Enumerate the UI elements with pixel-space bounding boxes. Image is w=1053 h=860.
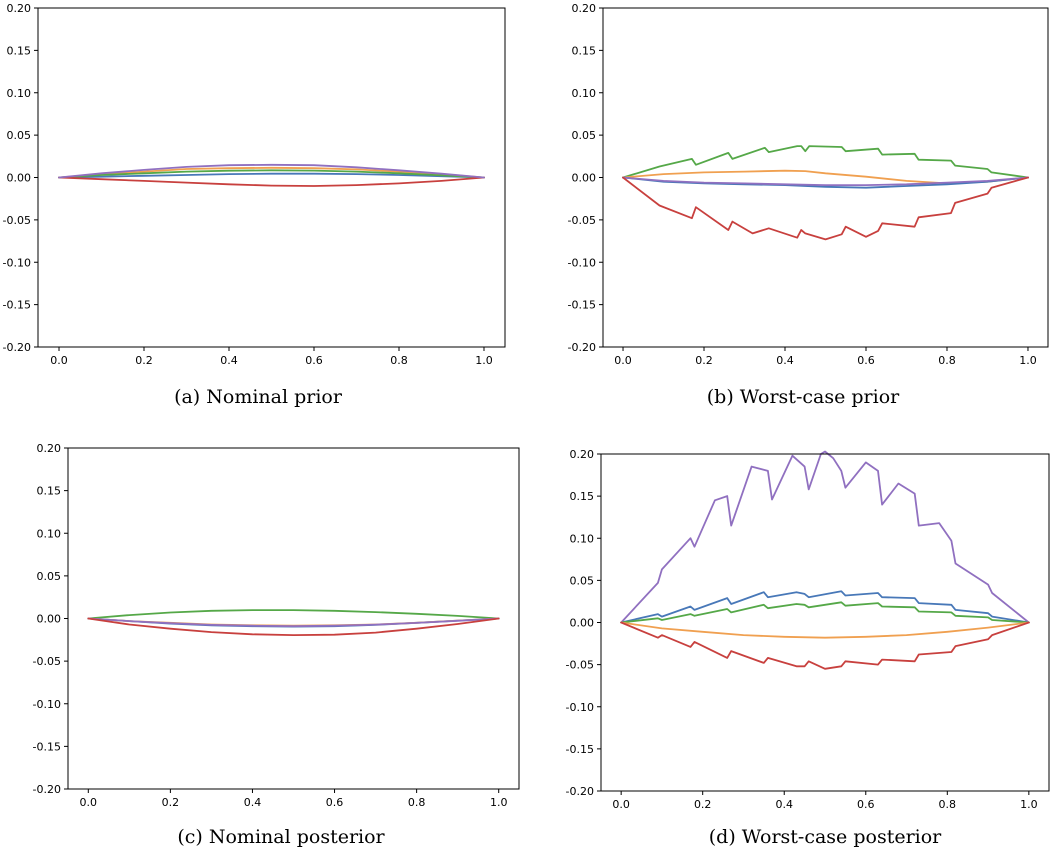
- y-tick-label: 0.00: [572, 172, 597, 185]
- series-line-red: [58, 176, 485, 187]
- y-tick-label: 0.15: [572, 44, 597, 57]
- chart-b: 0.0 0.2 0.4 0.6 0.8 1.0 0.20 0.15 0.10 0.05 0.00 -0…: [568, 2, 1049, 367]
- y-tick-label: 0.10: [570, 532, 595, 545]
- y-tick-label: 0.10: [572, 87, 597, 100]
- x-tick-label: 0.8: [939, 798, 957, 811]
- series-line-orange: [620, 621, 1030, 639]
- plot-frame: [600, 453, 1050, 792]
- caption-c: (c) Nominal posterior: [177, 826, 385, 848]
- x-tick-label: 0.2: [162, 796, 180, 809]
- series-line-green: [58, 169, 485, 179]
- y-tick-label: -0.15: [3, 299, 31, 312]
- chart-a: 0.0 0.2 0.4 0.6 0.8 1.0 0.20 0.15 0.10 0.05 0.00 -0…: [3, 2, 506, 367]
- x-tick-label: 0.2: [694, 798, 712, 811]
- y-tick-label: 0.05: [7, 129, 32, 142]
- y-tick-label: -0.10: [568, 256, 596, 269]
- chart-c: 0.0 0.2 0.4 0.6 0.8 1.0 0.20 0.15 0.10 0.05 0.00 -0…: [33, 442, 520, 809]
- y-tick-label: 0.05: [570, 574, 595, 587]
- y-tick-label: -0.20: [566, 785, 594, 798]
- y-tick-label: 0.00: [37, 613, 62, 626]
- x-tick-label: 1.0: [490, 796, 508, 809]
- y-tick-label: 0.20: [7, 2, 32, 15]
- y-tick-label: -0.15: [568, 299, 596, 312]
- x-tick-label: 0.6: [326, 796, 344, 809]
- y-tick-label: -0.10: [33, 698, 61, 711]
- y-tick-label: 0.00: [570, 617, 595, 630]
- plot-frame: [602, 7, 1049, 348]
- y-tick-label: -0.10: [566, 701, 594, 714]
- x-tick-label: 0.6: [857, 354, 875, 367]
- panel-d: 0.0 0.2 0.4 0.6 0.8 1.0 0.20 0.15 0.10 0.05 0.00 -0…: [520, 430, 1053, 860]
- y-tick-label: 0.20: [572, 2, 597, 15]
- x-tick-label: 0.8: [938, 354, 956, 367]
- y-tick-label: -0.15: [566, 743, 594, 756]
- y-tick-label: 0.20: [570, 448, 595, 461]
- plot-frame: [67, 447, 520, 790]
- series-line-green: [620, 601, 1030, 624]
- series-line-red: [620, 621, 1030, 670]
- panel-c: 0.0 0.2 0.4 0.6 0.8 1.0 0.20 0.15 0.10 0.05 0.00 -0…: [0, 430, 520, 860]
- series-line-green: [87, 609, 500, 620]
- series-line-red: [622, 176, 1029, 241]
- x-tick-label: 0.4: [775, 798, 793, 811]
- x-tick-label: 1.0: [1019, 354, 1037, 367]
- series-line-blue: [58, 172, 485, 179]
- caption-d: (d) Worst-case posterior: [708, 826, 942, 848]
- series-line-purple: [87, 617, 500, 628]
- y-tick-label: 0.05: [37, 570, 62, 583]
- y-tick-label: 0.10: [37, 527, 62, 540]
- series-line-red: [87, 617, 500, 636]
- series-line-blue: [620, 590, 1030, 624]
- x-tick-label: 0.8: [390, 354, 408, 367]
- series-line-orange: [58, 166, 485, 179]
- x-tick-label: 0.2: [695, 354, 713, 367]
- y-tick-label: -0.05: [3, 214, 31, 227]
- y-tick-label: 0.00: [7, 172, 32, 185]
- y-tick-label: -0.05: [566, 659, 594, 672]
- y-tick-label: 0.10: [7, 87, 32, 100]
- x-tick-label: 0.0: [614, 354, 632, 367]
- y-tick-label: -0.20: [33, 783, 61, 796]
- caption-b: (b) Worst-case prior: [706, 386, 900, 408]
- y-tick-label: -0.05: [33, 655, 61, 668]
- x-tick-label: 0.6: [305, 354, 323, 367]
- chart-d: 0.0 0.2 0.4 0.6 0.8 1.0 0.20 0.15 0.10 0.05 0.00 -0…: [566, 448, 1050, 811]
- x-tick-label: 0.0: [612, 798, 630, 811]
- y-tick-label: -0.20: [568, 341, 596, 354]
- y-tick-label: -0.20: [3, 341, 31, 354]
- x-tick-label: 0.4: [220, 354, 238, 367]
- x-tick-label: 0.0: [50, 354, 68, 367]
- x-tick-label: 1.0: [1020, 798, 1038, 811]
- plot-frame: [37, 7, 506, 348]
- x-tick-label: 0.8: [408, 796, 426, 809]
- y-tick-label: 0.15: [7, 44, 32, 57]
- series-line-purple: [58, 163, 485, 179]
- y-tick-label: 0.15: [570, 490, 595, 503]
- panel-b: 0.0 0.2 0.4 0.6 0.8 1.0 0.20 0.15 0.10 0.05 0.00 -0…: [520, 0, 1053, 420]
- y-tick-label: 0.15: [37, 485, 62, 498]
- x-tick-label: 1.0: [475, 354, 493, 367]
- y-tick-label: -0.05: [568, 214, 596, 227]
- y-tick-label: -0.10: [3, 256, 31, 269]
- panel-a: 0.0 0.2 0.4 0.6 0.8 1.0 0.20 0.15 0.10 0.05 0.00 -0…: [0, 0, 520, 420]
- x-tick-label: 0.4: [244, 796, 262, 809]
- series-line-purple: [622, 176, 1029, 186]
- x-tick-label: 0.2: [135, 354, 153, 367]
- x-tick-label: 0.0: [80, 796, 98, 809]
- y-tick-label: -0.15: [33, 740, 61, 753]
- caption-a: (a) Nominal prior: [174, 386, 342, 408]
- y-tick-label: 0.20: [37, 442, 62, 455]
- x-tick-label: 0.4: [776, 354, 794, 367]
- x-tick-label: 0.6: [857, 798, 875, 811]
- y-tick-label: 0.05: [572, 129, 597, 142]
- series-line-green: [622, 145, 1029, 179]
- series-line-purple: [620, 450, 1030, 624]
